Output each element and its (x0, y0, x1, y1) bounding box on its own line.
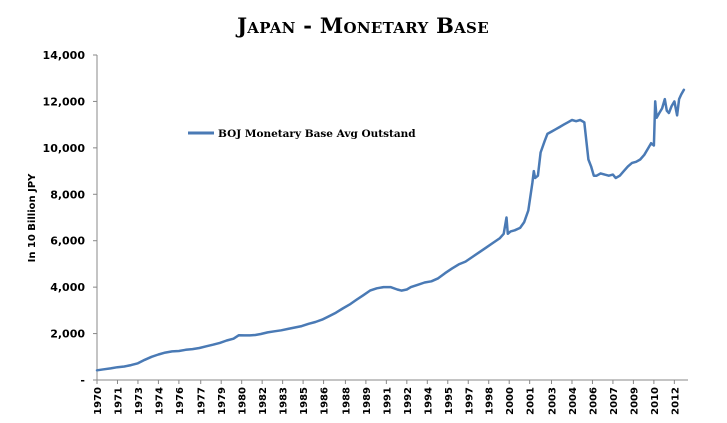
x-tick-label: 1986 (320, 387, 331, 415)
x-tick-label: 2009 (629, 387, 640, 415)
y-tick-label: 8,000 (50, 188, 85, 201)
y-axis: - 2,000 4,000 6,000 8,000 10,000 12,000 14,000 (43, 49, 98, 387)
chart-title: Japan - Monetary Base (235, 13, 489, 38)
x-tick-label: 2007 (609, 387, 620, 415)
x-tick-label: 2001 (526, 387, 537, 415)
x-tick-label: 1991 (382, 387, 393, 415)
x-tick-label: 1997 (464, 387, 475, 415)
x-tick-label: 2012 (670, 387, 681, 415)
x-tick-label: 2003 (548, 387, 559, 415)
x-tick-label: 1985 (299, 387, 310, 415)
y-tick-label: 12,000 (43, 95, 86, 108)
x-tick-label: 1992 (403, 387, 414, 415)
x-tick-label: 2004 (568, 387, 579, 415)
x-tick-label: 1974 (154, 387, 165, 415)
x-tick-label: 2000 (505, 387, 516, 415)
x-axis: 1970 1971 1973 1974 1976 1977 1979 1980 1982 1983… (93, 379, 688, 415)
y-tick-label: 14,000 (43, 49, 86, 62)
y-tick-label: 10,000 (43, 142, 86, 155)
series-layer (95, 88, 686, 372)
y-tick-label: 2,000 (50, 328, 85, 341)
x-tick-label: 1980 (238, 387, 249, 415)
x-tick-label: 1982 (258, 387, 269, 415)
y-tick-label: 4,000 (50, 281, 85, 294)
x-tick-label: 1977 (197, 387, 208, 415)
x-tick-label: 1994 (423, 387, 434, 415)
legend-label: BOJ Monetary Base Avg Outstand (218, 128, 416, 140)
x-tick-label: 1976 (175, 387, 186, 415)
y-tick-label: 6,000 (50, 235, 85, 248)
x-tick-label: 1970 (93, 387, 104, 415)
x-tick-label: 2010 (650, 387, 661, 415)
x-tick-label: 1988 (341, 387, 352, 415)
x-tick-label: 2006 (588, 387, 599, 415)
x-tick-label: 1983 (279, 387, 290, 415)
x-tick-label: 1989 (362, 387, 373, 415)
x-tick-label: 1979 (217, 387, 228, 415)
y-tick-label: - (80, 374, 85, 387)
y-axis-label: In 10 Billion JPY (27, 173, 38, 263)
x-tick-label: 1973 (134, 387, 145, 415)
series-line-0 (95, 88, 686, 372)
legend: BOJ Monetary Base Avg Outstand (188, 128, 416, 140)
x-tick-label: 1971 (113, 387, 124, 415)
x-tick-label: 1998 (485, 387, 496, 415)
x-tick-label: 1995 (444, 387, 455, 415)
